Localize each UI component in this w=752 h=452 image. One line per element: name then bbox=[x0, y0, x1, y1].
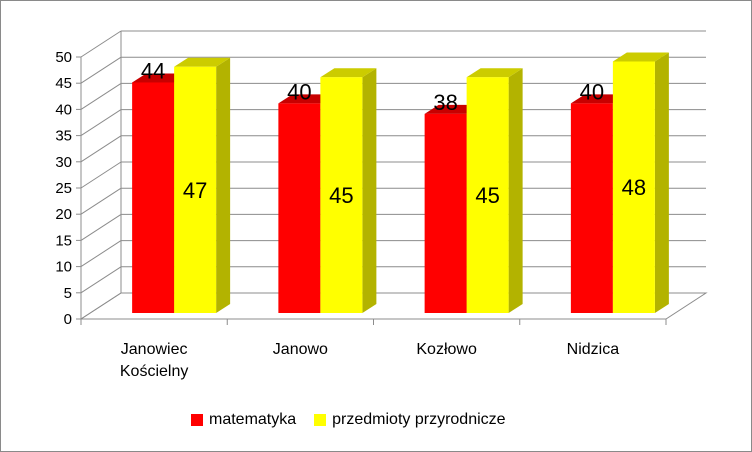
bar-top-przyrodnicze bbox=[174, 57, 231, 67]
data-label-matematyka: 40 bbox=[580, 79, 604, 104]
depth-gridline bbox=[80, 30, 122, 58]
legend-swatch-matematyka bbox=[191, 414, 203, 426]
bar-przyrodnicze bbox=[466, 77, 509, 313]
y-tick-label: 15 bbox=[55, 232, 72, 249]
category-label: Nidzica bbox=[567, 341, 620, 358]
y-tick-label: 0 bbox=[64, 311, 72, 328]
bar-przyrodnicze bbox=[320, 77, 363, 313]
depth-gridline bbox=[80, 82, 122, 110]
data-label-przyrodnicze: 47 bbox=[183, 178, 207, 203]
bar-matematyka bbox=[570, 103, 613, 314]
data-label-matematyka: 44 bbox=[141, 58, 165, 83]
y-tick-label: 25 bbox=[55, 180, 72, 197]
data-label-przyrodnicze: 45 bbox=[475, 183, 499, 208]
y-tick-label: 40 bbox=[55, 101, 72, 118]
category-label: Janowo bbox=[273, 341, 328, 358]
bar-side-przyrodnicze bbox=[362, 68, 377, 313]
bar-matematyka bbox=[424, 113, 467, 313]
bar-side-przyrodnicze bbox=[654, 52, 669, 313]
bar-side-przyrodnicze bbox=[216, 57, 231, 313]
y-tick-label: 20 bbox=[55, 206, 72, 223]
bar-matematyka bbox=[132, 82, 175, 313]
chart-floor bbox=[79, 292, 708, 320]
data-label-matematyka: 38 bbox=[433, 90, 457, 115]
bar-top-przyrodnicze bbox=[320, 68, 377, 78]
y-tick-label: 30 bbox=[55, 154, 72, 171]
depth-gridline bbox=[80, 240, 122, 268]
legend-label-matematyka: matematyka bbox=[209, 411, 297, 428]
y-tick-label: 5 bbox=[64, 285, 72, 302]
depth-gridline bbox=[80, 266, 122, 294]
bar-top-przyrodnicze bbox=[612, 52, 669, 62]
legend-item-przyrodnicze: przedmioty przyrodnicze bbox=[314, 411, 506, 429]
depth-gridline bbox=[80, 56, 122, 84]
depth-gridline bbox=[80, 187, 122, 215]
bar-side-przyrodnicze bbox=[508, 68, 523, 313]
bar-przyrodnicze bbox=[612, 61, 655, 314]
depth-gridline bbox=[80, 109, 122, 137]
data-label-matematyka: 40 bbox=[287, 79, 311, 104]
category-label: Janowiec bbox=[121, 341, 188, 358]
y-tick-label: 45 bbox=[55, 75, 72, 92]
y-tick-label: 10 bbox=[55, 259, 72, 276]
y-tick-label: 50 bbox=[55, 49, 72, 66]
bar-przyrodnicze bbox=[174, 66, 217, 313]
data-label-przyrodnicze: 48 bbox=[622, 175, 646, 200]
bar-matematyka bbox=[278, 103, 321, 314]
legend-item-matematyka: matematyka bbox=[191, 411, 296, 429]
y-tick-label: 35 bbox=[55, 128, 72, 145]
depth-gridline bbox=[80, 161, 122, 189]
bar-chart: 0 5 10 15 20 25 30 35 40 45 50 44 47 Janowiec Kościeln… bbox=[55, 30, 708, 380]
legend-label-przyrodnicze: przedmioty przyrodnicze bbox=[332, 411, 506, 428]
category-label: Kościelny bbox=[120, 363, 188, 380]
depth-gridline bbox=[80, 213, 122, 241]
data-label-przyrodnicze: 45 bbox=[329, 183, 353, 208]
category-label: Kozłowo bbox=[416, 341, 477, 358]
legend-swatch-przyrodnicze bbox=[314, 414, 327, 426]
bar-top-przyrodnicze bbox=[466, 68, 523, 78]
depth-gridline bbox=[80, 135, 122, 163]
legend: matematyka przedmioty przyrodnicze bbox=[191, 408, 506, 432]
